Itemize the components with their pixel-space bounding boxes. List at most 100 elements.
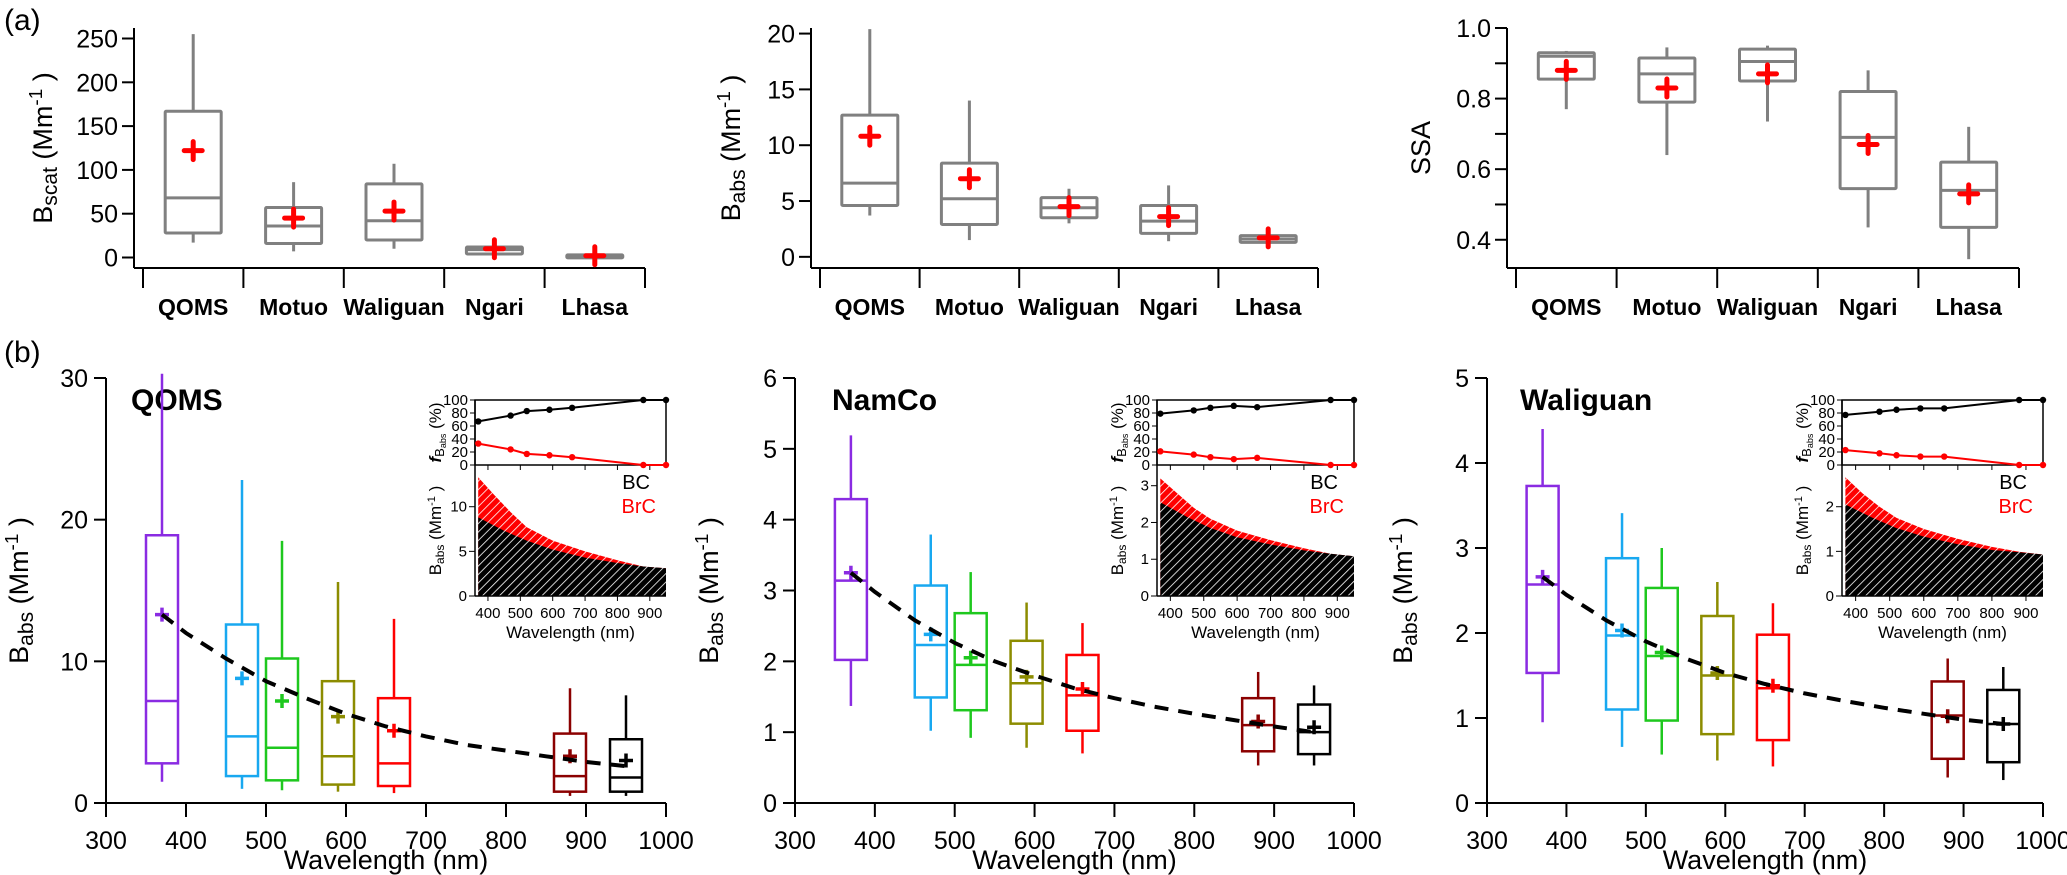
fraction-bc-point xyxy=(1327,396,1334,404)
x-category-label: Lhasa xyxy=(1235,294,1302,320)
x-category-label: Ngari xyxy=(465,294,524,320)
y-axis-title: Babs (Mm-1 ) xyxy=(692,517,728,664)
fraction-brc-point xyxy=(1207,454,1214,461)
inset-f-tick-label: 100 xyxy=(443,392,468,409)
y-axis-title: SSA xyxy=(1406,121,1436,175)
x-tick-label: 1000 xyxy=(2015,827,2067,855)
mean-marker xyxy=(382,199,406,223)
fraction-brc-point xyxy=(475,440,482,447)
y-tick-label: 4 xyxy=(1455,450,1469,478)
inset-f-tick-label: 40 xyxy=(1818,431,1835,448)
y-tick-label: 50 xyxy=(90,201,118,229)
inset-b-axis-title-part: abs xyxy=(1800,545,1814,564)
x-tick-label: 600 xyxy=(1014,827,1056,855)
mean-marker xyxy=(1756,62,1779,86)
legend-bc: BC xyxy=(1999,472,2027,494)
y-axis-title: Bscat (Mm-1 ) xyxy=(26,72,62,223)
y-axis-title-sub: abs xyxy=(1399,612,1422,646)
inset-f-tick-label: 40 xyxy=(1133,431,1150,448)
chart-a2: 0 5 10 15 20 QOMS Motuo Waliguan Ngari Lhasa Babs … xyxy=(714,21,1319,320)
mean-marker xyxy=(957,167,981,191)
inset-b-axis-title: Babs (Mm-1 ) xyxy=(1108,486,1129,576)
inset-f-tick-label: 40 xyxy=(451,431,468,448)
y-axis-title-close: ) xyxy=(1388,517,1418,534)
inset-b-tick-label: 3 xyxy=(1141,478,1149,495)
x-category-label: Lhasa xyxy=(562,294,629,320)
chart-a1: 0 50 100 150 200 250 QOMS Motuo Waliguan Ngari Lha… xyxy=(26,26,646,320)
y-tick-label: 150 xyxy=(76,113,118,141)
fraction-brc-point xyxy=(1157,448,1164,455)
inset-x-tick-label: 500 xyxy=(508,605,533,622)
inset-x-axis-title: Wavelength (nm) xyxy=(1191,623,1320,642)
inset-x-tick-label: 400 xyxy=(1158,605,1183,622)
fraction-bc-point xyxy=(2015,396,2023,404)
inset-b-axis-title-part: B xyxy=(1108,564,1127,575)
inset-x-axis-title: Wavelength (nm) xyxy=(506,623,635,642)
fraction-brc-point xyxy=(546,452,553,459)
x-tick-label: 1000 xyxy=(1326,827,1382,855)
box xyxy=(224,623,260,778)
inset-f-axis-title-part: B xyxy=(432,448,447,457)
y-tick-label: 250 xyxy=(76,26,118,54)
power-law-fit-line xyxy=(1541,575,2004,726)
fraction-bc-point xyxy=(1207,404,1214,411)
y-tick-label: 20 xyxy=(60,507,88,535)
x-tick-label: 500 xyxy=(245,827,287,855)
inset-b-axis-title-part: B xyxy=(426,564,445,575)
inset-f-axis-title-part: B xyxy=(1114,448,1129,457)
inset-b-tick-label: 2 xyxy=(1141,514,1149,531)
inset-f-axis-title: fBabs (%) xyxy=(1108,402,1130,462)
y-axis-title-sup: -1 xyxy=(714,91,735,108)
inset-x-tick-label: 500 xyxy=(1191,605,1216,622)
y-axis-title-main: B xyxy=(28,206,58,224)
box xyxy=(1065,653,1100,732)
y-tick-label: 100 xyxy=(76,157,118,185)
y-axis-title-close: ) xyxy=(716,75,746,92)
mean-marker xyxy=(155,607,169,622)
mean-marker xyxy=(1554,58,1578,82)
box xyxy=(913,584,949,699)
y-axis-title-sup: -1 xyxy=(2,534,23,551)
x-category-label: Ngari xyxy=(1139,294,1198,320)
x-tick-label: 1000 xyxy=(638,827,694,855)
fraction-brc-point xyxy=(1842,446,1849,454)
fraction-bc-point xyxy=(2039,396,2047,404)
mean-marker xyxy=(235,671,249,686)
fraction-bc-point xyxy=(1190,407,1197,414)
y-axis-title-sub: scat xyxy=(39,167,62,206)
fraction-bc-point xyxy=(1917,405,1924,412)
x-tick-label: 900 xyxy=(1943,827,1985,855)
legend-brc: BrC xyxy=(1999,496,2033,518)
x-category-label: Ngari xyxy=(1839,294,1898,320)
x-tick-label: 700 xyxy=(405,827,447,855)
y-tick-label: 0.4 xyxy=(1456,227,1491,255)
mean-marker xyxy=(1256,226,1280,250)
fraction-brc-point xyxy=(1893,452,1900,459)
inset-f-tick-label: 80 xyxy=(1133,405,1150,422)
inset-b-tick-label: 2 xyxy=(1826,499,1834,516)
site-label: NamCo xyxy=(832,384,937,417)
box xyxy=(608,738,644,793)
inset-b-tick-label: 0 xyxy=(1141,588,1149,605)
x-tick-label: 500 xyxy=(1625,827,1667,855)
inset-f-tick-label: 60 xyxy=(451,418,468,435)
inset-b-axis-title-part: (Mm xyxy=(1108,506,1127,545)
inset-x-axis-title: Wavelength (nm) xyxy=(1878,623,2007,642)
x-tick-label: 900 xyxy=(565,827,607,855)
y-axis-title-close: ) xyxy=(4,517,34,534)
y-tick-label: 30 xyxy=(60,365,88,393)
x-tick-label: 500 xyxy=(934,827,976,855)
inset-f-tick-label: 80 xyxy=(451,405,468,422)
box xyxy=(163,109,223,235)
y-tick-label: 10 xyxy=(767,132,795,160)
x-category-label: QOMS xyxy=(835,294,905,320)
box xyxy=(1986,688,2021,764)
inset-f-axis-title-part: abs xyxy=(1805,433,1815,448)
mean-marker xyxy=(282,206,306,230)
box xyxy=(144,534,180,765)
fraction-brc-point xyxy=(662,461,670,469)
fraction-brc-point xyxy=(1190,451,1197,458)
y-tick-label: 3 xyxy=(1455,535,1469,563)
